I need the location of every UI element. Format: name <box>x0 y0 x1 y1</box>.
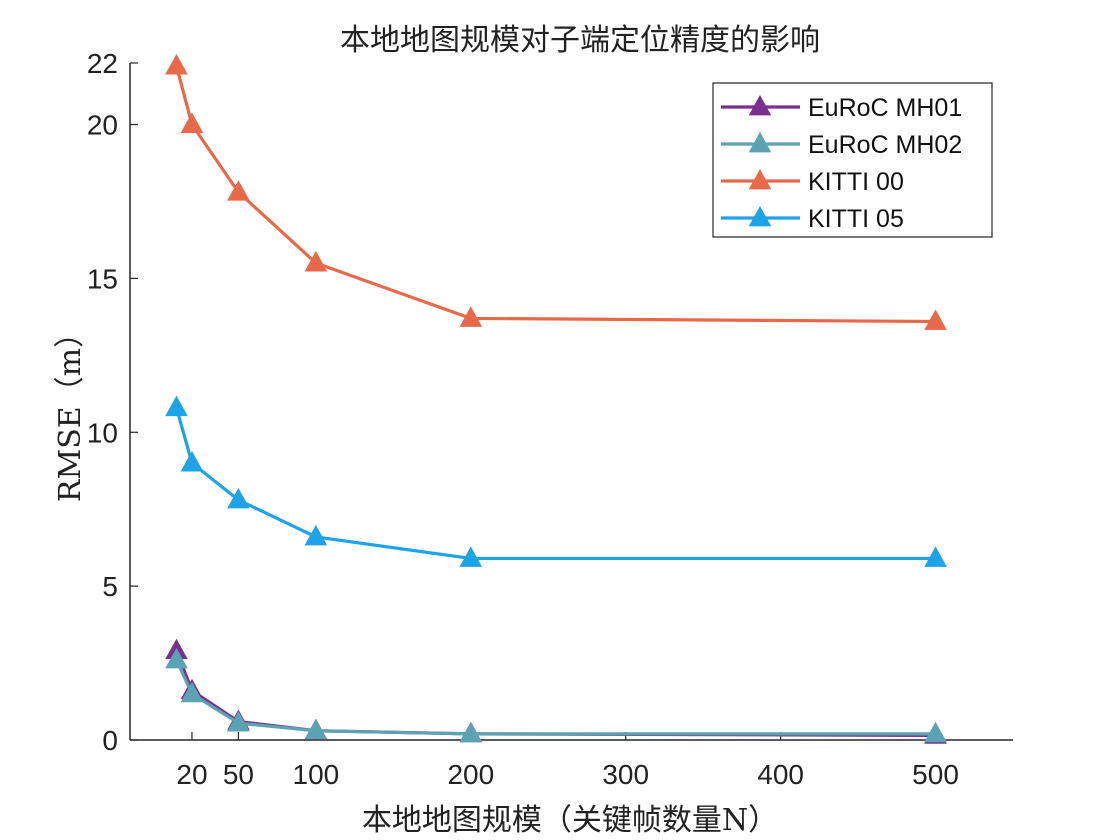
data-point-marker <box>924 546 947 567</box>
x-tick-label: 50 <box>223 759 254 790</box>
y-tick-label: 10 <box>87 417 118 448</box>
data-point-marker <box>165 395 188 417</box>
legend-label: KITTI 05 <box>808 205 904 233</box>
y-ticks: 0 5 10 15 20 22 <box>87 48 138 756</box>
data-point-marker <box>924 721 947 743</box>
data-point-marker <box>165 54 188 75</box>
legend-label: KITTI 00 <box>808 168 904 196</box>
x-tick-label: 100 <box>293 759 340 790</box>
y-tick-label: 20 <box>87 110 118 141</box>
x-ticks: 20 50 100 200 300 400 500 <box>176 732 959 790</box>
series <box>165 395 947 567</box>
data-point-marker <box>180 681 204 703</box>
data-point-marker <box>165 647 188 669</box>
series <box>165 54 947 330</box>
data-point-marker <box>180 451 204 472</box>
legend-label: EuRoC MH02 <box>808 131 962 159</box>
x-tick-label: 500 <box>912 759 959 790</box>
series-line <box>175 659 936 736</box>
x-axis-label: 本地地图规模（关键帧数量N） <box>362 803 778 838</box>
data-point-marker <box>227 487 250 509</box>
y-tick-label: 22 <box>87 48 118 79</box>
x-tick-label: 400 <box>757 759 804 790</box>
legend-swatch-marker <box>748 94 772 116</box>
data-point-marker <box>459 546 483 567</box>
series-line <box>174 65 936 324</box>
data-point-marker <box>227 711 250 732</box>
x-tick-label: 20 <box>176 759 207 790</box>
data-point-marker <box>304 250 328 272</box>
legend-swatch-marker <box>748 205 772 227</box>
series-line <box>174 650 936 737</box>
y-tick-label: 5 <box>102 571 118 602</box>
y-tick-label: 15 <box>87 263 118 294</box>
legend-swatch-marker <box>748 131 772 153</box>
data-point-marker <box>180 112 204 133</box>
chart-title: 本地地图规模对子端定位精度的影响 <box>340 23 820 58</box>
data-point-marker <box>459 306 483 327</box>
data-point-marker <box>459 721 483 743</box>
legend-swatch-marker <box>748 168 772 190</box>
legend-label: EuRoC MH01 <box>808 94 962 122</box>
y-axis-label: RMSE（m） <box>53 318 88 502</box>
data-point-marker <box>304 524 328 546</box>
y-tick-label: 0 <box>102 725 118 756</box>
data-point-marker <box>924 309 947 330</box>
data-point-marker <box>304 718 328 740</box>
series-line <box>174 407 936 561</box>
legend: EuRoC MH01 EuRoC MH02 KITTI 00 KITTI 05 <box>712 82 993 238</box>
series <box>165 647 947 743</box>
x-tick-label: 200 <box>447 759 494 790</box>
series-layer <box>165 54 947 744</box>
x-tick-label: 300 <box>602 759 649 790</box>
data-point-marker <box>227 180 250 201</box>
